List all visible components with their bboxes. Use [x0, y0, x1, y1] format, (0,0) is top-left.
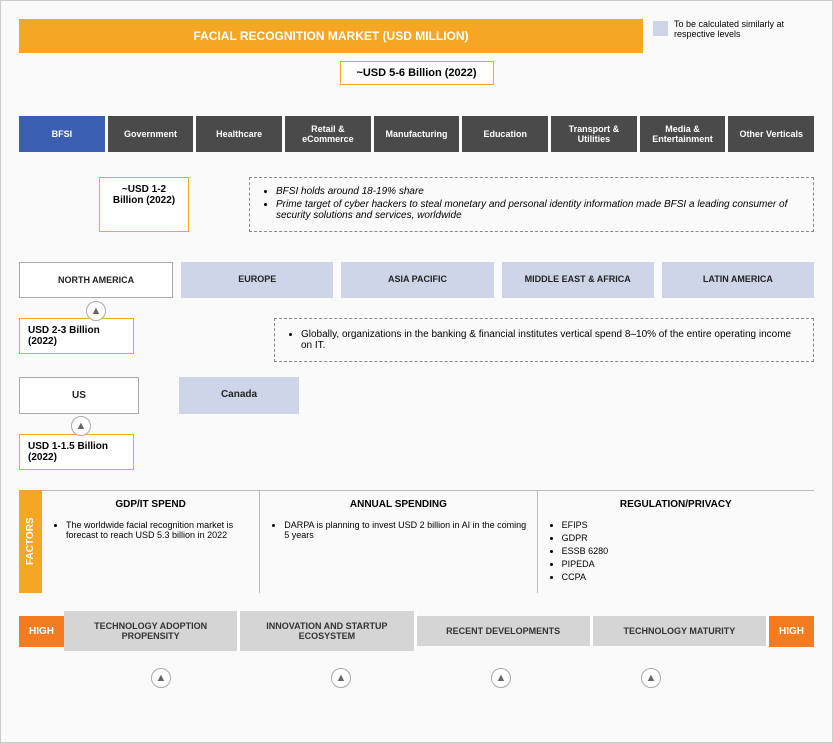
header-row: FACIAL RECOGNITION MARKET (USD MILLION) …	[1, 1, 832, 61]
factor-gdp-title: GDP/IT SPEND	[52, 499, 249, 510]
reg-item-5: CCPA	[562, 572, 804, 582]
factors-section: FACTORS GDP/IT SPEND The worldwide facia…	[1, 490, 832, 593]
legend-text: To be calculated similarly at respective…	[674, 19, 814, 39]
na-value: USD 2-3 Billion (2022)	[19, 318, 134, 354]
reg-item-4: PIPEDA	[562, 559, 804, 569]
factors-grid: GDP/IT SPEND The worldwide facial recogn…	[42, 490, 814, 593]
bfactor-recent: RECENT DEVELOPMENTS	[417, 616, 593, 646]
arrow-icon	[641, 668, 661, 688]
vertical-other: Other Verticals	[728, 116, 814, 152]
factor-regulation: REGULATION/PRIVACY EFIPS GDPR ESSB 6280 …	[538, 491, 814, 593]
vertical-bfsi: BFSI	[19, 116, 105, 152]
factors-label: FACTORS	[19, 490, 42, 593]
bfactor-innovation: INNOVATION AND STARTUP ECOSYSTEM	[240, 611, 416, 651]
factor-gdp: GDP/IT SPEND The worldwide facial recogn…	[42, 491, 260, 593]
market-banner: FACIAL RECOGNITION MARKET (USD MILLION)	[19, 19, 643, 53]
bfsi-note-1: BFSI holds around 18-19% share	[276, 186, 801, 197]
countries-row: US Canada	[1, 377, 832, 414]
country-us: US	[19, 377, 139, 414]
reg-item-2: GDPR	[562, 533, 804, 543]
na-row: USD 2-3 Billion (2022) Globally, organiz…	[1, 318, 832, 362]
high-right: HIGH	[769, 616, 814, 647]
bfactor-tech-adoption: TECHNOLOGY ADOPTION PROPENSITY	[64, 611, 240, 651]
arrow-icon	[86, 301, 106, 321]
us-row: USD 1-1.5 Billion (2022)	[1, 434, 832, 470]
us-value: USD 1-1.5 Billion (2022)	[19, 434, 134, 470]
region-mea: MIDDLE EAST & AFRICA	[502, 262, 654, 298]
arrow-icon	[491, 668, 511, 688]
bfsi-note-2: Prime target of cyber hackers to steal m…	[276, 199, 801, 221]
region-eu: EUROPE	[181, 262, 333, 298]
factor-spend: ANNUAL SPENDING DARPA is planning to inv…	[260, 491, 537, 593]
vertical-retail: Retail & eCommerce	[285, 116, 371, 152]
arrow-icon	[151, 668, 171, 688]
vertical-government: Government	[108, 116, 194, 152]
bottom-row: HIGH TECHNOLOGY ADOPTION PROPENSITY INNO…	[1, 611, 832, 651]
vertical-media: Media & Entertainment	[640, 116, 726, 152]
market-size-box: ~USD 5-6 Billion (2022)	[339, 61, 493, 85]
legend-swatch	[653, 21, 668, 36]
reg-item-3: ESSB 6280	[562, 546, 804, 556]
factor-gdp-item: The worldwide facial recognition market …	[66, 520, 249, 540]
arrow-icon	[331, 668, 351, 688]
vertical-healthcare: Healthcare	[196, 116, 282, 152]
region-apac: ASIA PACIFIC	[341, 262, 493, 298]
regions-row: NORTH AMERICA EUROPE ASIA PACIFIC MIDDLE…	[1, 262, 832, 298]
high-left: HIGH	[19, 616, 64, 647]
country-canada: Canada	[179, 377, 299, 414]
na-note-box: Globally, organizations in the banking &…	[274, 318, 814, 362]
factor-reg-title: REGULATION/PRIVACY	[548, 499, 804, 510]
factor-spend-item: DARPA is planning to invest USD 2 billio…	[284, 520, 526, 540]
bfactor-maturity: TECHNOLOGY MATURITY	[593, 616, 769, 646]
na-note: Globally, organizations in the banking &…	[301, 329, 801, 351]
bfsi-notes: BFSI holds around 18-19% share Prime tar…	[249, 177, 814, 232]
factor-spend-title: ANNUAL SPENDING	[270, 499, 526, 510]
region-na: NORTH AMERICA	[19, 262, 173, 298]
vertical-manufacturing: Manufacturing	[374, 116, 460, 152]
legend: To be calculated similarly at respective…	[653, 19, 814, 53]
bfsi-value: ~USD 1-2 Billion (2022)	[99, 177, 189, 232]
reg-item-1: EFIPS	[562, 520, 804, 530]
bfsi-row: ~USD 1-2 Billion (2022) BFSI holds aroun…	[1, 177, 832, 232]
verticals-row: BFSI Government Healthcare Retail & eCom…	[1, 116, 832, 152]
vertical-education: Education	[462, 116, 548, 152]
region-latam: LATIN AMERICA	[662, 262, 814, 298]
arrow-icon	[71, 416, 91, 436]
vertical-transport: Transport & Utilities	[551, 116, 637, 152]
